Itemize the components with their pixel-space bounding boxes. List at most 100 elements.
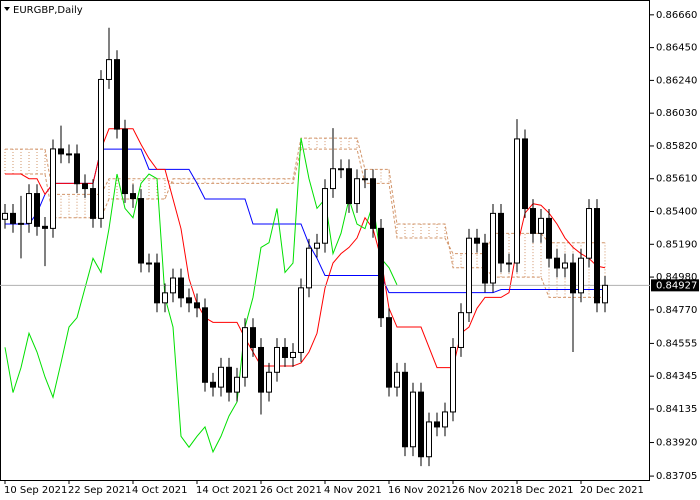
y-tick-label: 0.83920 bbox=[656, 438, 697, 449]
y-tick-label: 0.86660 bbox=[656, 10, 697, 21]
y-tick-label: 0.85400 bbox=[656, 207, 697, 218]
y-tick-label: 0.86450 bbox=[656, 43, 697, 54]
candle-body bbox=[330, 168, 336, 190]
x-tick-label: 8 Dec 2021 bbox=[516, 485, 574, 496]
candle-body bbox=[594, 208, 600, 304]
candle-body bbox=[266, 371, 272, 393]
candle-body bbox=[34, 193, 40, 227]
x-tick-label: 4 Nov 2021 bbox=[324, 485, 382, 496]
y-tick-label: 0.86240 bbox=[656, 75, 697, 86]
candle-body bbox=[570, 262, 576, 294]
candle-body bbox=[282, 346, 288, 358]
candle-body bbox=[202, 307, 208, 383]
candle-body bbox=[338, 168, 344, 171]
candle-body bbox=[522, 138, 528, 210]
candle-body bbox=[586, 208, 592, 259]
candle-body bbox=[458, 312, 464, 348]
candle-body bbox=[498, 212, 504, 264]
candle-body bbox=[82, 183, 88, 190]
candle-body bbox=[450, 346, 456, 413]
indicator-line bbox=[5, 137, 605, 298]
y-tick-label: 0.84980 bbox=[656, 272, 697, 283]
candle-body bbox=[66, 153, 72, 156]
x-tick-label: 10 Sep 2021 bbox=[4, 485, 67, 496]
candle-body bbox=[218, 366, 224, 388]
candle-body bbox=[242, 327, 248, 378]
indicator-line bbox=[5, 148, 605, 255]
chart-title: EURGBP,Daily bbox=[13, 5, 83, 16]
y-tick-label: 0.85820 bbox=[656, 141, 697, 152]
candle-body bbox=[226, 366, 232, 393]
candle-body bbox=[538, 217, 544, 234]
candle-body bbox=[426, 421, 432, 458]
y-tick-label: 0.85190 bbox=[656, 239, 697, 250]
candle-body bbox=[258, 346, 264, 393]
candle-body bbox=[362, 178, 368, 181]
candle-body bbox=[474, 237, 480, 244]
candle-body bbox=[514, 138, 520, 264]
x-tick-label: 26 Oct 2021 bbox=[260, 485, 322, 496]
candle-body bbox=[58, 148, 64, 155]
title-icon bbox=[4, 7, 10, 11]
candle-body bbox=[162, 292, 168, 304]
candle-body bbox=[194, 302, 200, 309]
y-tick-label: 0.85610 bbox=[656, 174, 697, 185]
candle-body bbox=[50, 148, 56, 229]
candle-body bbox=[170, 277, 176, 294]
y-tick-label: 0.84345 bbox=[656, 371, 697, 382]
candle-body bbox=[490, 212, 496, 284]
candle-body bbox=[114, 59, 120, 130]
candle-body bbox=[322, 188, 328, 244]
candle-body bbox=[138, 198, 144, 264]
y-tick-label: 0.86030 bbox=[656, 108, 697, 119]
candle-body bbox=[74, 153, 80, 185]
candle-body bbox=[546, 217, 552, 259]
candle-body bbox=[106, 59, 112, 80]
indicator-line bbox=[4, 138, 398, 454]
y-tick-label: 0.83705 bbox=[656, 471, 697, 482]
candle-body bbox=[410, 391, 416, 448]
candle-body bbox=[386, 317, 392, 388]
candle-body bbox=[298, 287, 304, 353]
candle-body bbox=[562, 262, 568, 269]
candle-body bbox=[26, 193, 32, 224]
candle-body bbox=[234, 376, 240, 393]
candle-body bbox=[602, 284, 608, 304]
candle-body bbox=[210, 381, 216, 388]
price-tag bbox=[651, 279, 699, 292]
candle-body bbox=[394, 371, 400, 388]
indicator-line bbox=[5, 128, 606, 369]
candle-body bbox=[154, 262, 160, 304]
candle-body bbox=[290, 351, 296, 358]
candle-body bbox=[10, 212, 16, 224]
y-tick-label: 0.84135 bbox=[656, 404, 697, 415]
y-tick-label: 0.84770 bbox=[656, 305, 697, 316]
candle-body bbox=[146, 262, 152, 265]
x-tick-label: 20 Dec 2021 bbox=[580, 485, 644, 496]
candle-body bbox=[530, 208, 536, 234]
candle-body bbox=[130, 193, 136, 200]
candle-body bbox=[370, 178, 376, 229]
candle-body bbox=[18, 222, 24, 225]
candle-body bbox=[250, 327, 256, 348]
candle-body bbox=[306, 247, 312, 289]
candle-body bbox=[418, 391, 424, 458]
candle-body bbox=[90, 188, 96, 219]
candle-body bbox=[98, 78, 104, 219]
candle-body bbox=[402, 371, 408, 448]
candle-body bbox=[482, 242, 488, 284]
x-tick-label: 14 Oct 2021 bbox=[196, 485, 258, 496]
candle-body bbox=[274, 346, 280, 373]
indicator-line bbox=[5, 148, 605, 294]
candle-body bbox=[466, 237, 472, 314]
candle-body bbox=[506, 262, 512, 265]
price-tag-label: 0.84927 bbox=[656, 280, 697, 291]
candle-body bbox=[578, 257, 584, 294]
candle-body bbox=[346, 168, 352, 205]
candle-body bbox=[186, 297, 192, 304]
candle-body bbox=[42, 225, 48, 229]
candle-body bbox=[354, 178, 360, 205]
candle-body bbox=[122, 128, 128, 195]
x-tick-label: 4 Oct 2021 bbox=[132, 485, 187, 496]
x-tick-label: 22 Sep 2021 bbox=[68, 485, 131, 496]
